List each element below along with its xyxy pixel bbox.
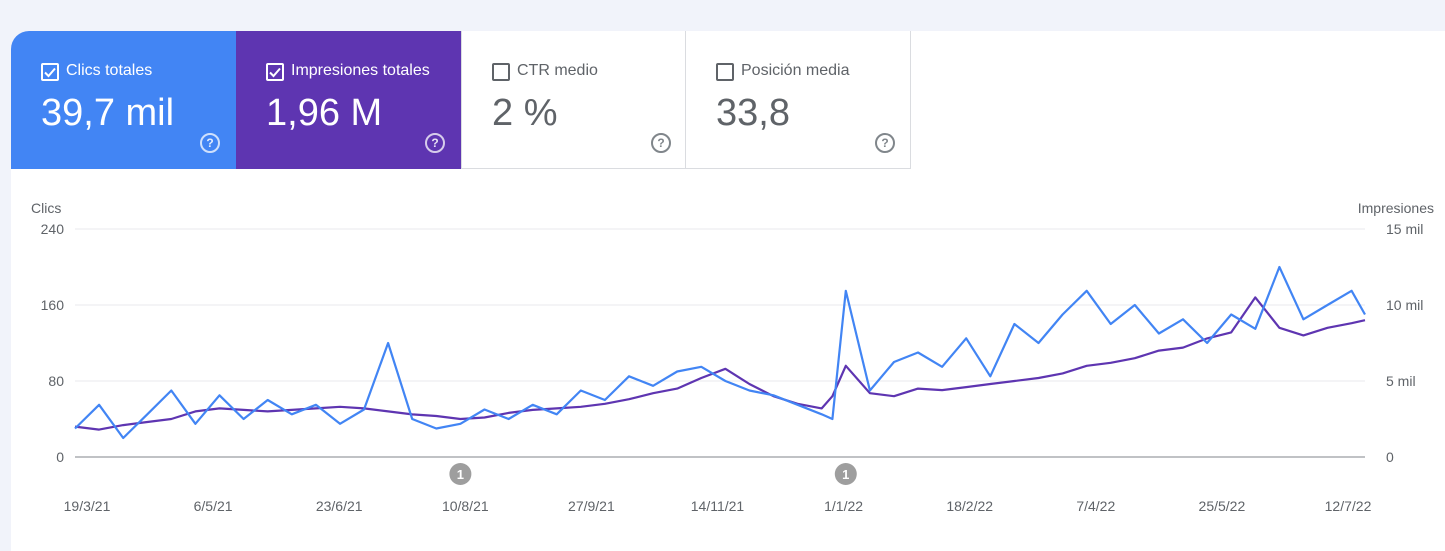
x-tick-label: 18/2/22 xyxy=(946,498,993,514)
metric-value: 1,96 M xyxy=(266,92,383,134)
annotation-marker xyxy=(449,463,472,485)
annotation-label: 1 xyxy=(457,467,464,482)
y-left-tick-label: 160 xyxy=(41,297,65,313)
metric-card-total-clicks[interactable]: Clics totales 39,7 mil ? xyxy=(11,31,236,169)
impressions-series-line xyxy=(74,296,1366,431)
help-icon[interactable]: ? xyxy=(200,133,220,153)
y-left-tick-label: 240 xyxy=(41,221,65,237)
checkbox-unchecked-icon[interactable] xyxy=(716,63,734,81)
y-right-tick-label: 0 xyxy=(1386,449,1394,465)
x-tick-label: 10/8/21 xyxy=(442,498,489,514)
performance-panel: Clics totales 39,7 mil ? Impresiones tot… xyxy=(11,31,1445,551)
metric-cards: Clics totales 39,7 mil ? Impresiones tot… xyxy=(11,31,911,169)
x-tick-label: 27/9/21 xyxy=(568,498,615,514)
checkbox-checked-icon[interactable] xyxy=(41,63,59,81)
performance-chart: 240 15 mil 160 10 mil 80 5 mil 0 0 Clics Impresio… xyxy=(31,200,1434,514)
x-tick-label: 1/1/22 xyxy=(824,498,863,514)
y-right-tick-label: 5 mil xyxy=(1386,373,1416,389)
metric-value: 33,8 xyxy=(716,92,790,134)
x-tick-label: 12/7/22 xyxy=(1325,498,1372,514)
y-right-axis-title: Impresiones xyxy=(1358,200,1434,216)
y-left-axis-title: Clics xyxy=(31,200,61,216)
metric-card-total-impressions[interactable]: Impresiones totales 1,96 M ? xyxy=(236,31,461,169)
annotation-label: 1 xyxy=(842,467,849,482)
metric-value: 39,7 mil xyxy=(41,92,175,134)
x-tick-label: 6/5/21 xyxy=(194,498,233,514)
y-left-tick-label: 80 xyxy=(48,373,64,389)
y-right-tick-label: 10 mil xyxy=(1386,297,1423,313)
annotation-marker xyxy=(834,463,857,485)
x-tick-label: 19/3/21 xyxy=(64,498,111,514)
x-tick-label: 7/4/22 xyxy=(1076,498,1115,514)
metric-card-average-position[interactable]: Posición media 33,8 ? xyxy=(686,31,911,169)
y-left-tick-label: 0 xyxy=(56,449,64,465)
help-icon[interactable]: ? xyxy=(875,133,895,153)
clicks-series-line xyxy=(74,265,1366,440)
x-tick-label: 23/6/21 xyxy=(316,498,363,514)
help-icon[interactable]: ? xyxy=(425,133,445,153)
help-icon[interactable]: ? xyxy=(651,133,671,153)
checkbox-unchecked-icon[interactable] xyxy=(492,63,510,81)
metric-value: 2 % xyxy=(492,92,558,134)
x-tick-label: 14/11/21 xyxy=(691,498,745,514)
x-tick-label: 25/5/22 xyxy=(1199,498,1246,514)
metric-card-average-ctr[interactable]: CTR medio 2 % ? xyxy=(461,31,686,169)
checkbox-checked-icon[interactable] xyxy=(266,63,284,81)
y-right-tick-label: 15 mil xyxy=(1386,221,1423,237)
